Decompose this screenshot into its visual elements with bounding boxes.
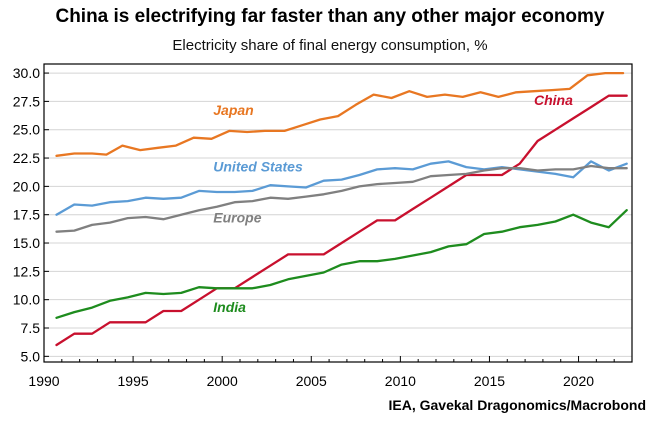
x-tick-label: 2000 bbox=[207, 373, 238, 389]
y-tick-label: 7.5 bbox=[21, 320, 41, 336]
series-line-china bbox=[55, 94, 628, 347]
y-tick-label: 17.5 bbox=[13, 207, 40, 223]
x-tick-label: 2015 bbox=[474, 373, 505, 389]
series-line-india bbox=[55, 209, 628, 319]
series-layer bbox=[55, 71, 628, 347]
series-label-japan: Japan bbox=[213, 102, 253, 118]
label-layer: Japan China United States Europe India bbox=[213, 92, 573, 315]
x-tick-label: 1990 bbox=[28, 373, 59, 389]
series-line-japan bbox=[55, 71, 625, 157]
y-tick-label: 27.5 bbox=[13, 93, 40, 109]
series-label-india: India bbox=[213, 299, 246, 315]
series-line-europe bbox=[55, 164, 628, 233]
x-tick-label: 2010 bbox=[385, 373, 416, 389]
grid-layer bbox=[44, 72, 632, 357]
series-label-china: China bbox=[534, 92, 573, 108]
tick-layer: 5.0 7.5 10.0 12.5 15.0 17.5 20.0 22.5 25.0 27.5 30… bbox=[13, 65, 633, 389]
y-tick-label: 12.5 bbox=[13, 263, 40, 279]
series-label-europe: Europe bbox=[213, 210, 261, 226]
y-tick-label: 20.0 bbox=[13, 178, 40, 194]
x-tick-label: 2020 bbox=[563, 373, 594, 389]
y-tick-label: 30.0 bbox=[13, 65, 40, 81]
y-tick-label: 5.0 bbox=[21, 348, 41, 364]
y-tick-label: 15.0 bbox=[13, 235, 40, 251]
plot-frame bbox=[43, 63, 633, 363]
chart-title: China is electrifying far faster than an… bbox=[55, 6, 605, 27]
y-tick-label: 22.5 bbox=[13, 150, 40, 166]
chart-source: IEA, Gavekal Dragonomics/Macrobond bbox=[388, 397, 646, 413]
x-tick-label: 2005 bbox=[296, 373, 327, 389]
y-tick-label: 25.0 bbox=[13, 122, 40, 138]
y-tick-label: 10.0 bbox=[13, 292, 40, 308]
series-label-united-states: United States bbox=[213, 159, 303, 175]
chart-subtitle: Electricity share of final energy consum… bbox=[172, 37, 488, 54]
x-tick-label: 1995 bbox=[118, 373, 149, 389]
